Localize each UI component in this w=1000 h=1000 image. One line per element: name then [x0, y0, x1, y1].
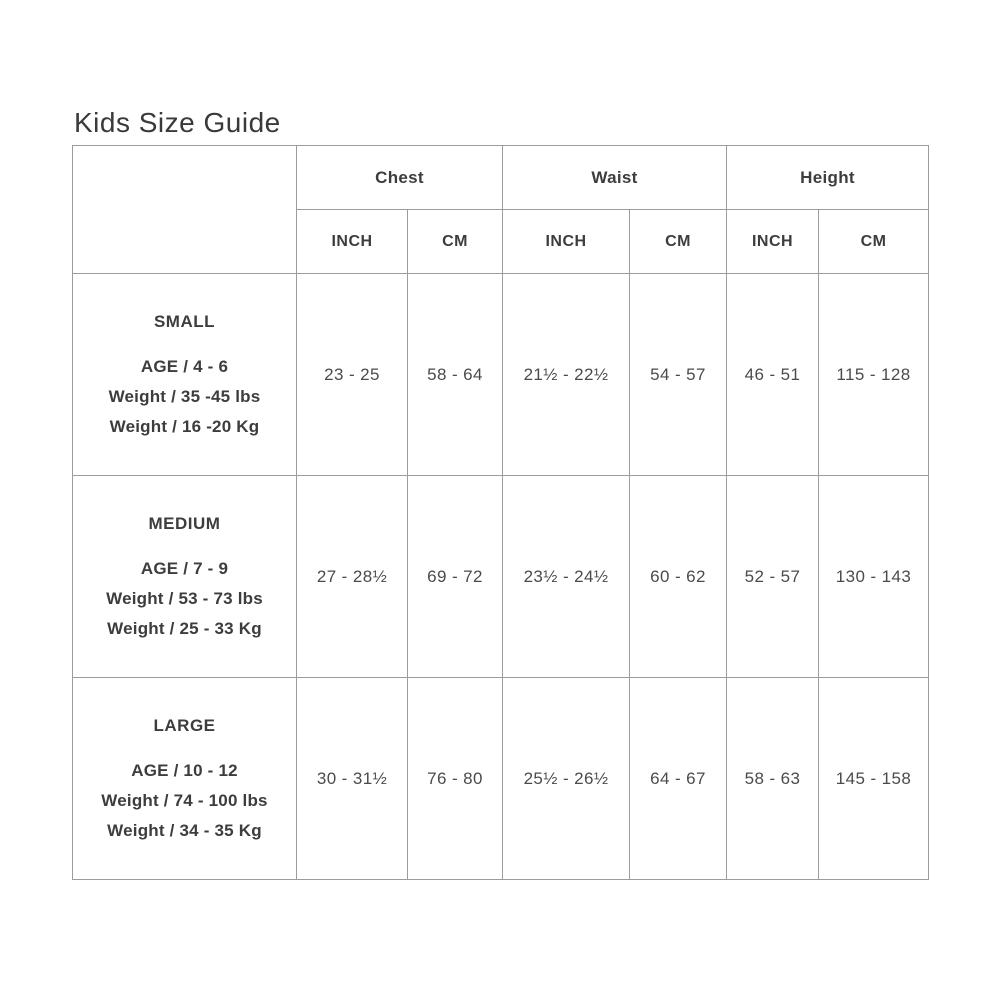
- age-label: AGE / 4 - 6: [140, 357, 229, 376]
- group-header-row: Chest Waist Height: [72, 145, 930, 274]
- height-cm-value: 145 - 158: [818, 677, 930, 880]
- unit-header-height-inch: INCH: [726, 209, 820, 274]
- height-cm-value: 130 - 143: [818, 475, 930, 678]
- chest-inch-value: 30 - 31½: [296, 677, 408, 880]
- size-name: MEDIUM: [148, 514, 221, 533]
- size-name: LARGE: [153, 716, 216, 735]
- waist-cm-value: 64 - 67: [629, 677, 728, 880]
- weight-lbs-label: Weight / 74 - 100 lbs: [101, 791, 268, 810]
- chest-inch-value: 27 - 28½: [296, 475, 408, 678]
- height-inch-value: 52 - 57: [726, 475, 820, 678]
- size-label-cell: LARGE AGE / 10 - 12 Weight / 74 - 100 lb…: [72, 677, 297, 880]
- waist-cm-value: 54 - 57: [629, 273, 728, 476]
- waist-inch-value: 25½ - 26½: [502, 677, 631, 880]
- height-cm-value: 115 - 128: [818, 273, 930, 476]
- size-row-small: SMALL AGE / 4 - 6 Weight / 35 -45 lbs We…: [72, 273, 930, 476]
- chest-cm-value: 69 - 72: [406, 475, 504, 678]
- height-inch-value: 58 - 63: [726, 677, 820, 880]
- size-row-medium: MEDIUM AGE / 7 - 9 Weight / 53 - 73 lbs …: [72, 475, 930, 678]
- kids-size-guide-table: Chest Waist Height INCH CM INCH CM INCH …: [72, 145, 930, 880]
- weight-kg-label: Weight / 34 - 35 Kg: [107, 821, 262, 840]
- weight-kg-label: Weight / 25 - 33 Kg: [107, 619, 262, 638]
- size-name: SMALL: [153, 312, 216, 331]
- unit-header-waist-inch: INCH: [502, 209, 631, 274]
- chest-cm-value: 76 - 80: [406, 677, 504, 880]
- chest-inch-value: 23 - 25: [296, 273, 408, 476]
- size-row-large: LARGE AGE / 10 - 12 Weight / 74 - 100 lb…: [72, 677, 930, 880]
- chest-cm-value: 58 - 64: [406, 273, 504, 476]
- column-group-waist: Waist: [502, 145, 728, 210]
- column-group-height: Height: [726, 145, 930, 210]
- weight-lbs-label: Weight / 35 -45 lbs: [108, 387, 261, 406]
- size-label-cell: SMALL AGE / 4 - 6 Weight / 35 -45 lbs We…: [72, 273, 297, 476]
- column-group-chest: Chest: [295, 145, 504, 210]
- corner-empty-cell: [72, 145, 297, 274]
- height-inch-value: 46 - 51: [726, 273, 820, 476]
- age-label: AGE / 10 - 12: [131, 761, 238, 780]
- weight-kg-label: Weight / 16 -20 Kg: [109, 417, 260, 436]
- unit-header-chest-cm: CM: [406, 209, 504, 274]
- page-title: Kids Size Guide: [74, 107, 281, 138]
- weight-lbs-label: Weight / 53 - 73 lbs: [106, 589, 263, 608]
- unit-header-waist-cm: CM: [629, 209, 728, 274]
- waist-inch-value: 21½ - 22½: [502, 273, 631, 476]
- waist-inch-value: 23½ - 24½: [502, 475, 631, 678]
- unit-header-height-cm: CM: [818, 209, 930, 274]
- unit-header-chest-inch: INCH: [296, 209, 408, 274]
- waist-cm-value: 60 - 62: [629, 475, 728, 678]
- size-label-cell: MEDIUM AGE / 7 - 9 Weight / 53 - 73 lbs …: [72, 475, 297, 678]
- unit-header-row: INCH CM INCH CM INCH CM: [73, 209, 930, 274]
- age-label: AGE / 7 - 9: [140, 559, 229, 578]
